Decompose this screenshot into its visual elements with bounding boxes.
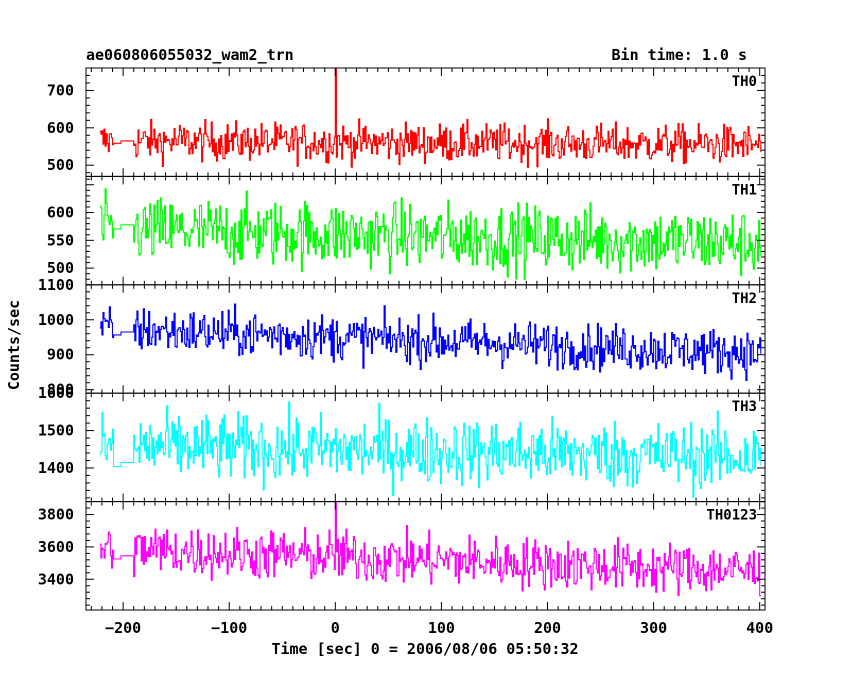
y-tick-label: 900 — [47, 346, 74, 364]
panels-group: 500 600 700 TH0 500 550 600 TH1 800 900 1000 1100 TH… — [38, 67, 766, 611]
chart-title: ae060806055032_wam2_trn — [86, 46, 294, 64]
panel-th0123: 3400 3600 3800 TH0123 — [38, 501, 766, 611]
panel-th3: 1400 1500 1600 TH3 — [38, 384, 766, 503]
series-line-th0123 — [99, 501, 762, 597]
y-tick-label: 500 — [47, 259, 74, 277]
y-tick-label: 500 — [47, 156, 74, 174]
panel-th2: 800 900 1000 1100 TH2 — [38, 276, 766, 399]
x-tick-label: 300 — [640, 619, 667, 637]
y-tick-label: 800 — [47, 381, 74, 399]
panel-label: TH0 — [732, 74, 757, 90]
y-tick-label: 3800 — [38, 506, 74, 524]
x-tick-label: 200 — [534, 619, 561, 637]
panel-th0: 500 600 700 TH0 — [47, 67, 766, 177]
bin-time-label: Bin time: 1.0 s — [612, 46, 747, 64]
y-tick-label: 1400 — [38, 459, 74, 477]
series-line-th2 — [99, 303, 762, 382]
panel-label: TH2 — [732, 291, 757, 307]
y-tick-label: 3600 — [38, 538, 74, 556]
y-tick-label: 600 — [47, 119, 74, 137]
x-tick-label: −200 — [105, 619, 141, 637]
y-axis-label: Counts/sec — [5, 300, 23, 390]
x-tick-label: 0 — [331, 619, 340, 637]
y-tick-label: 600 — [47, 204, 74, 222]
series-line-th1 — [99, 188, 762, 280]
x-axis-label: Time [sec] 0 = 2006/08/06 05:50:32 — [271, 640, 578, 658]
y-tick-label: 1000 — [38, 311, 74, 329]
y-tick-label: 700 — [47, 81, 74, 99]
panel-th1: 500 550 600 TH1 — [47, 175, 766, 286]
y-tick-label: 3400 — [38, 570, 74, 588]
y-tick-label: 1100 — [38, 276, 74, 294]
y-tick-label: 550 — [47, 231, 74, 249]
x-tick-label: 400 — [746, 619, 773, 637]
panel-frame — [85, 501, 766, 611]
x-axis: −200 −100 0 100 200 300 400 — [105, 619, 773, 637]
panel-label: TH3 — [732, 399, 757, 415]
panel-label: TH0123 — [706, 508, 757, 524]
panel-label: TH1 — [732, 182, 757, 198]
y-tick-label: 1500 — [38, 422, 74, 440]
series-line-th0 — [99, 68, 762, 168]
y-tick-label: 1600 — [38, 384, 74, 402]
series-line-th3 — [99, 401, 762, 498]
x-tick-label: −100 — [211, 619, 247, 637]
x-tick-label: 100 — [428, 619, 455, 637]
